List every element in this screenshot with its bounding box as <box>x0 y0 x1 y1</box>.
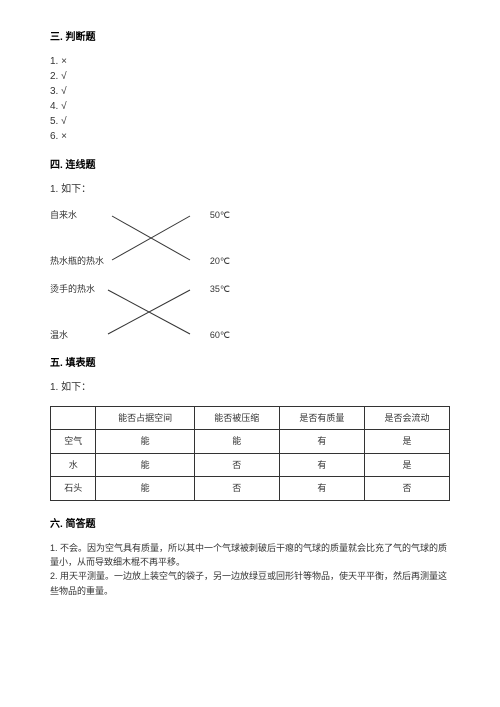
table-row: 水 能 否 有 是 <box>51 453 450 476</box>
fill-table: 能否占据空间 能否被压缩 是否有质量 是否会流动 空气 能 能 有 是 水 能 … <box>50 406 450 501</box>
td: 能 <box>194 430 279 453</box>
answer-2: 2. 用天平测量。一边放上装空气的袋子，另一边放绿豆或回形针等物品，使天平平衡，… <box>50 569 450 598</box>
section5-title: 五. 填表题 <box>50 356 450 372</box>
section5-intro: 1. 如下： <box>50 380 450 396</box>
section6-title: 六. 简答题 <box>50 517 450 533</box>
judge-item: 6. × <box>50 129 450 144</box>
answer-1: 1. 不会。因为空气具有质量，所以其中一个气球被刺破后干瘪的气球的质量就会比充了… <box>50 541 450 570</box>
td: 石头 <box>51 477 96 500</box>
td: 有 <box>279 453 364 476</box>
judge-item: 1. × <box>50 54 450 69</box>
td: 是 <box>364 453 449 476</box>
table-header-row: 能否占据空间 能否被压缩 是否有质量 是否会流动 <box>51 407 450 430</box>
matching-diagram-2: 烫手的热水 温水 35℃ 60℃ <box>50 282 230 342</box>
section4-intro: 1. 如下： <box>50 182 450 198</box>
td: 有 <box>279 430 364 453</box>
th: 能否占据空间 <box>96 407 194 430</box>
judge-item: 5. √ <box>50 114 450 129</box>
th: 是否有质量 <box>279 407 364 430</box>
matching-diagram-1: 自来水 热水瓶的热水 50℃ 20℃ <box>50 208 230 268</box>
td: 能 <box>96 430 194 453</box>
td: 否 <box>194 453 279 476</box>
th: 是否会流动 <box>364 407 449 430</box>
td: 否 <box>364 477 449 500</box>
td: 空气 <box>51 430 96 453</box>
section3-title: 三. 判断题 <box>50 30 450 46</box>
td: 有 <box>279 477 364 500</box>
judge-item: 3. √ <box>50 84 450 99</box>
table-row: 空气 能 能 有 是 <box>51 430 450 453</box>
section4-title: 四. 连线题 <box>50 158 450 174</box>
td: 能 <box>96 477 194 500</box>
th: 能否被压缩 <box>194 407 279 430</box>
table-row: 石头 能 否 有 否 <box>51 477 450 500</box>
td: 否 <box>194 477 279 500</box>
th <box>51 407 96 430</box>
td: 能 <box>96 453 194 476</box>
td: 水 <box>51 453 96 476</box>
judge-item: 4. √ <box>50 99 450 114</box>
cross-lines-2 <box>50 282 230 342</box>
td: 是 <box>364 430 449 453</box>
judge-item: 2. √ <box>50 69 450 84</box>
judge-list: 1. × 2. √ 3. √ 4. √ 5. √ 6. × <box>50 54 450 144</box>
cross-lines-1 <box>50 208 230 268</box>
